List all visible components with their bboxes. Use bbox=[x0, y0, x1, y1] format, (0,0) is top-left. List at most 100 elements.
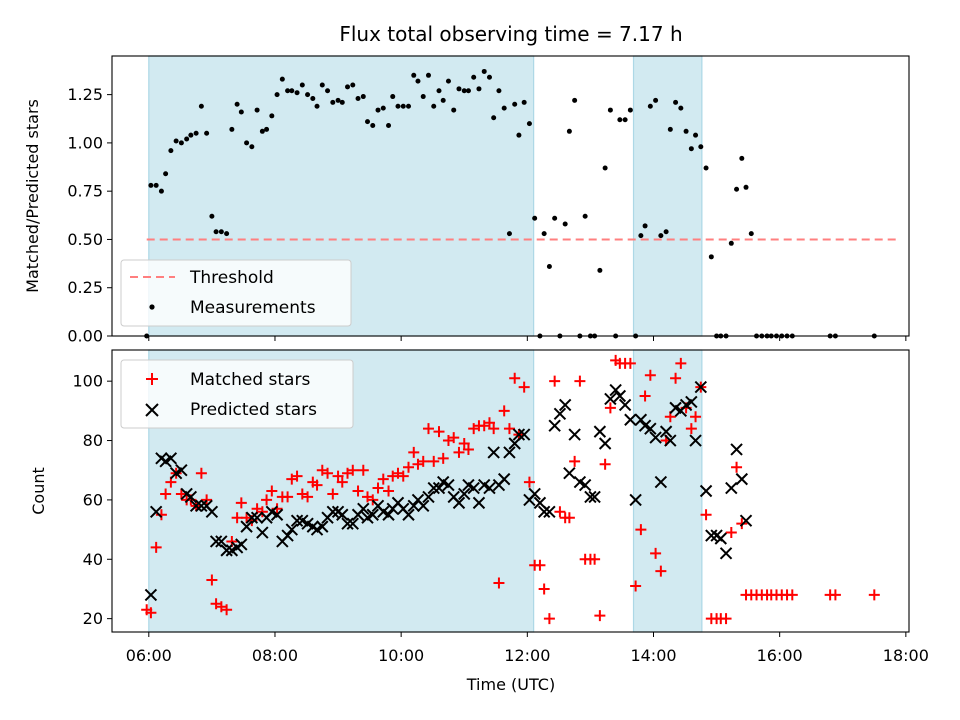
predicted-stars-point bbox=[220, 544, 233, 557]
predicted-stars-point bbox=[240, 520, 253, 533]
measurements-point bbox=[375, 107, 381, 113]
matched-stars-point bbox=[670, 372, 682, 384]
predicted-stars-point bbox=[654, 475, 668, 489]
measurements-point bbox=[178, 140, 184, 146]
y-tick-label: 1.25 bbox=[67, 85, 103, 104]
measurements-point bbox=[602, 165, 608, 171]
predicted-stars-point bbox=[256, 526, 269, 539]
measurements-point bbox=[451, 107, 457, 113]
measurements-point bbox=[269, 113, 275, 119]
matched-stars-point bbox=[195, 467, 207, 479]
matched-stars-point bbox=[261, 494, 273, 506]
measurements-point bbox=[209, 213, 215, 219]
x-tick-label: 16:00 bbox=[757, 646, 803, 665]
predicted-stars-point bbox=[699, 484, 713, 498]
measurements-point bbox=[274, 92, 280, 98]
measurements-point bbox=[184, 136, 190, 142]
predicted-stars-point bbox=[483, 481, 496, 495]
predicted-stars-point bbox=[290, 514, 304, 527]
measurements-point bbox=[552, 215, 558, 221]
y-tick-label: 100 bbox=[72, 372, 103, 391]
measurements-point bbox=[638, 233, 644, 239]
predicted-stars-point bbox=[164, 452, 178, 465]
measurements-point bbox=[622, 117, 628, 123]
x-tick-label: 06:00 bbox=[126, 646, 172, 665]
measurements-point bbox=[532, 215, 538, 221]
measurements-point bbox=[259, 128, 265, 134]
measurements-point bbox=[218, 229, 224, 235]
measurements-point bbox=[703, 165, 709, 171]
matched-stars-point bbox=[675, 357, 687, 369]
measurements-point bbox=[546, 263, 552, 269]
predicted-stars-point bbox=[739, 514, 753, 527]
measurements-point bbox=[380, 105, 386, 111]
predicted-stars-point bbox=[553, 407, 567, 421]
matched-stars-point bbox=[650, 547, 662, 559]
matched-stars-point bbox=[428, 455, 440, 467]
predicted-stars-point bbox=[149, 505, 163, 518]
predicted-stars-point bbox=[458, 487, 471, 501]
measurements-point bbox=[572, 97, 578, 103]
predicted-stars-point bbox=[689, 434, 702, 447]
matched-stars-point bbox=[160, 488, 172, 500]
matched-stars-point bbox=[604, 402, 616, 414]
measurements-point bbox=[476, 86, 482, 92]
measurements-point bbox=[289, 88, 295, 94]
y-tick-label: 40 bbox=[83, 550, 103, 569]
predicted-stars-point bbox=[588, 490, 601, 504]
matched-stars-point bbox=[685, 423, 697, 435]
measurements-point bbox=[420, 94, 426, 100]
measurements-point bbox=[234, 101, 240, 107]
legend-matched-label: Matched stars bbox=[190, 370, 310, 390]
matched-stars-point bbox=[462, 443, 474, 455]
measurements-point bbox=[319, 82, 325, 88]
measurements-point bbox=[238, 109, 244, 115]
measurements-point bbox=[541, 231, 547, 237]
predicted-stars-point bbox=[624, 413, 637, 426]
measurements-point bbox=[436, 88, 442, 94]
measurements-point bbox=[526, 121, 532, 127]
predicted-stars-point bbox=[245, 511, 259, 524]
matched-stars-point bbox=[829, 589, 841, 601]
matched-stars-point bbox=[175, 488, 187, 500]
measurements-point bbox=[431, 103, 437, 109]
measurements-point bbox=[748, 231, 754, 237]
predicted-stars-point bbox=[184, 490, 198, 504]
measurements-point bbox=[224, 231, 230, 237]
y-tick-label: 0.75 bbox=[67, 182, 103, 201]
predicted-stars-point bbox=[649, 431, 662, 444]
predicted-stars-point bbox=[609, 383, 622, 397]
matched-stars-point bbox=[302, 491, 314, 503]
predicted-stars-point bbox=[427, 481, 440, 495]
predicted-stars-point bbox=[725, 481, 738, 495]
measurements-point bbox=[350, 82, 356, 88]
predicted-stars-point bbox=[629, 493, 642, 507]
predicted-stars-point bbox=[685, 395, 698, 409]
matched-stars-point bbox=[483, 417, 495, 429]
predicted-stars-point bbox=[144, 588, 158, 602]
measurements-point bbox=[188, 132, 194, 138]
measurements-point bbox=[607, 107, 613, 113]
matched-stars-point bbox=[383, 485, 395, 497]
measurements-point bbox=[496, 88, 502, 94]
matched-stars-point bbox=[518, 381, 530, 393]
matched-stars-point bbox=[700, 509, 712, 521]
predicted-stars-point bbox=[613, 389, 627, 403]
predicted-stars-point bbox=[528, 487, 541, 501]
y-tick-label: 0.50 bbox=[67, 230, 103, 249]
matched-stars-point bbox=[630, 580, 642, 592]
matched-stars-point bbox=[322, 467, 334, 479]
measurements-point bbox=[168, 148, 174, 154]
top-ylabel: Matched/Predicted stars bbox=[23, 99, 42, 293]
matched-stars-point bbox=[221, 604, 233, 616]
matched-stars-point bbox=[731, 461, 743, 473]
matched-stars-point bbox=[448, 432, 460, 444]
predicted-stars-point bbox=[467, 481, 480, 495]
matched-stars-point bbox=[397, 470, 409, 482]
predicted-stars-point bbox=[705, 529, 718, 542]
measurements-point bbox=[285, 88, 291, 94]
predicted-stars-point bbox=[604, 392, 617, 406]
x-tick-label: 08:00 bbox=[252, 646, 298, 665]
measurements-point bbox=[582, 213, 588, 219]
